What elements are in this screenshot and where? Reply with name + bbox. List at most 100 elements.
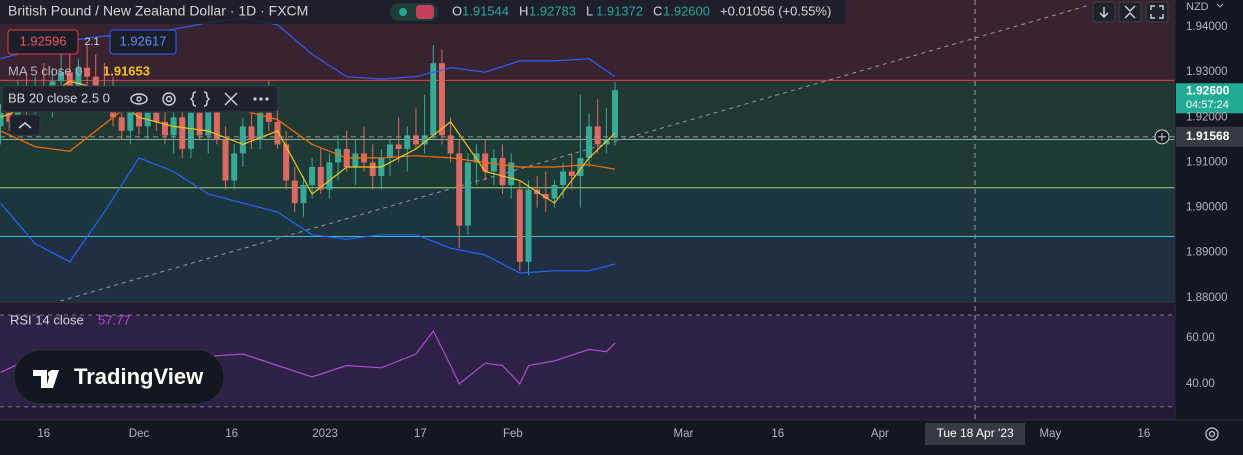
collapse-button[interactable] [9,114,41,136]
candle-body [577,157,584,176]
candle-body [127,108,134,131]
candle-body [205,108,212,136]
candle-body [222,139,229,181]
y-tick-label: 1.94000 [1186,21,1228,33]
candle-body [66,72,73,86]
crosshair-price-box [1176,126,1243,147]
ohlc-key: L [586,3,593,18]
candle-body [603,139,610,145]
candle-body [508,162,515,186]
candle-body [560,171,567,186]
collapse-icon [18,122,32,129]
candle-body [75,67,82,86]
candle-body [542,194,549,199]
status-icon [416,5,434,19]
trendline [60,4,1091,301]
x-tick-label: Mar [673,428,693,440]
candle-body [239,126,246,154]
x-tick-label: 16 [225,428,238,440]
buy-button[interactable] [109,29,177,55]
candle-body [395,144,402,149]
zone [0,236,1175,301]
candle-body [464,162,471,226]
candle-body [612,90,619,138]
rsi-legend-value: 57.77 [98,312,131,327]
legend-icons[interactable] [130,91,238,107]
candle-body [300,185,307,204]
candle-body [352,153,359,167]
last-price-box [1176,83,1243,114]
ma-legend: MA 5 close 0 [8,63,82,78]
candle-body [447,135,454,154]
ohlc-key: H [519,3,528,18]
candle-body [248,126,255,140]
change: +0.01056 (+0.55%) [720,3,831,18]
more-icon[interactable] [253,97,269,101]
sell-button[interactable] [7,29,79,55]
candle-body [196,112,203,136]
rsi-legend: RSI 14 close [10,312,84,327]
y-tick-label: 1.89000 [1186,247,1228,259]
ohlc: O 1.91544 H 1.92783 L 1.91372 C 1.92600 [452,3,710,18]
candle-body [0,112,4,127]
candle-body [283,144,290,181]
ma-legend-value: 1.91653 [103,63,150,78]
x-tick-label: Apr [871,428,889,440]
candle-body [386,144,393,158]
candle-body [58,72,65,82]
candle-body [92,76,99,91]
ohlc-value: 1.92600 [663,3,710,18]
candle-body [326,162,333,190]
candle-body [525,189,532,262]
candle-body [335,148,342,163]
sell-price: 1.92596 [20,33,67,48]
y-tick-label: 1.88000 [1186,292,1228,304]
candle-body [84,67,91,77]
candle-body [179,117,186,149]
ohlc-value: 1.91544 [462,3,509,18]
bb-legend-box[interactable] [1,85,279,113]
symbol-title: British Pound / New Zealand Dollar · 1D … [8,3,308,19]
candle-body [516,189,523,262]
candle-body [490,157,497,172]
candle-body [187,112,194,149]
candle-body [594,126,601,145]
status-dot [399,8,407,16]
x-tick-label: May [1040,428,1062,440]
candle-body [551,185,558,199]
zone [0,187,1175,237]
x-tick-label: Feb [503,428,523,440]
settings-icon[interactable] [1205,427,1219,441]
candle-body [274,121,281,145]
x-tick-label: 16 [37,428,50,440]
logo-icon [47,370,55,378]
overlay-line [0,157,616,274]
ohlc-key: C [653,3,662,18]
rsi-tick-label: 40.00 [1186,378,1215,390]
candle-body [317,166,324,190]
crosshair-price: 1.91568 [1186,129,1230,143]
logo-box[interactable] [13,349,225,405]
y-tick-label: 1.92000 [1186,111,1228,123]
y-tick-label: 1.93000 [1186,66,1228,78]
buy-price: 1.92617 [120,33,167,48]
rsi-tick-label: 60.00 [1186,332,1215,344]
spread: 2.1 [84,36,99,48]
candle-body [213,108,220,140]
ohlc-value: 1.91372 [596,3,643,18]
ohlc-value: 1.92783 [529,3,576,18]
time-axis [0,420,1243,455]
candle-body [421,135,428,145]
candle-body [153,112,160,122]
add-icon [1158,132,1166,141]
candle-body [257,112,264,140]
candle-body [499,157,506,186]
price-axis [1175,0,1243,420]
x-tick-label: 16 [771,428,784,440]
candle-body [161,121,168,136]
ohlc-key: O [452,3,462,18]
crosshair-date-box [925,423,1026,445]
toolbar-icons[interactable] [1092,1,1169,23]
candle-body [430,63,437,136]
